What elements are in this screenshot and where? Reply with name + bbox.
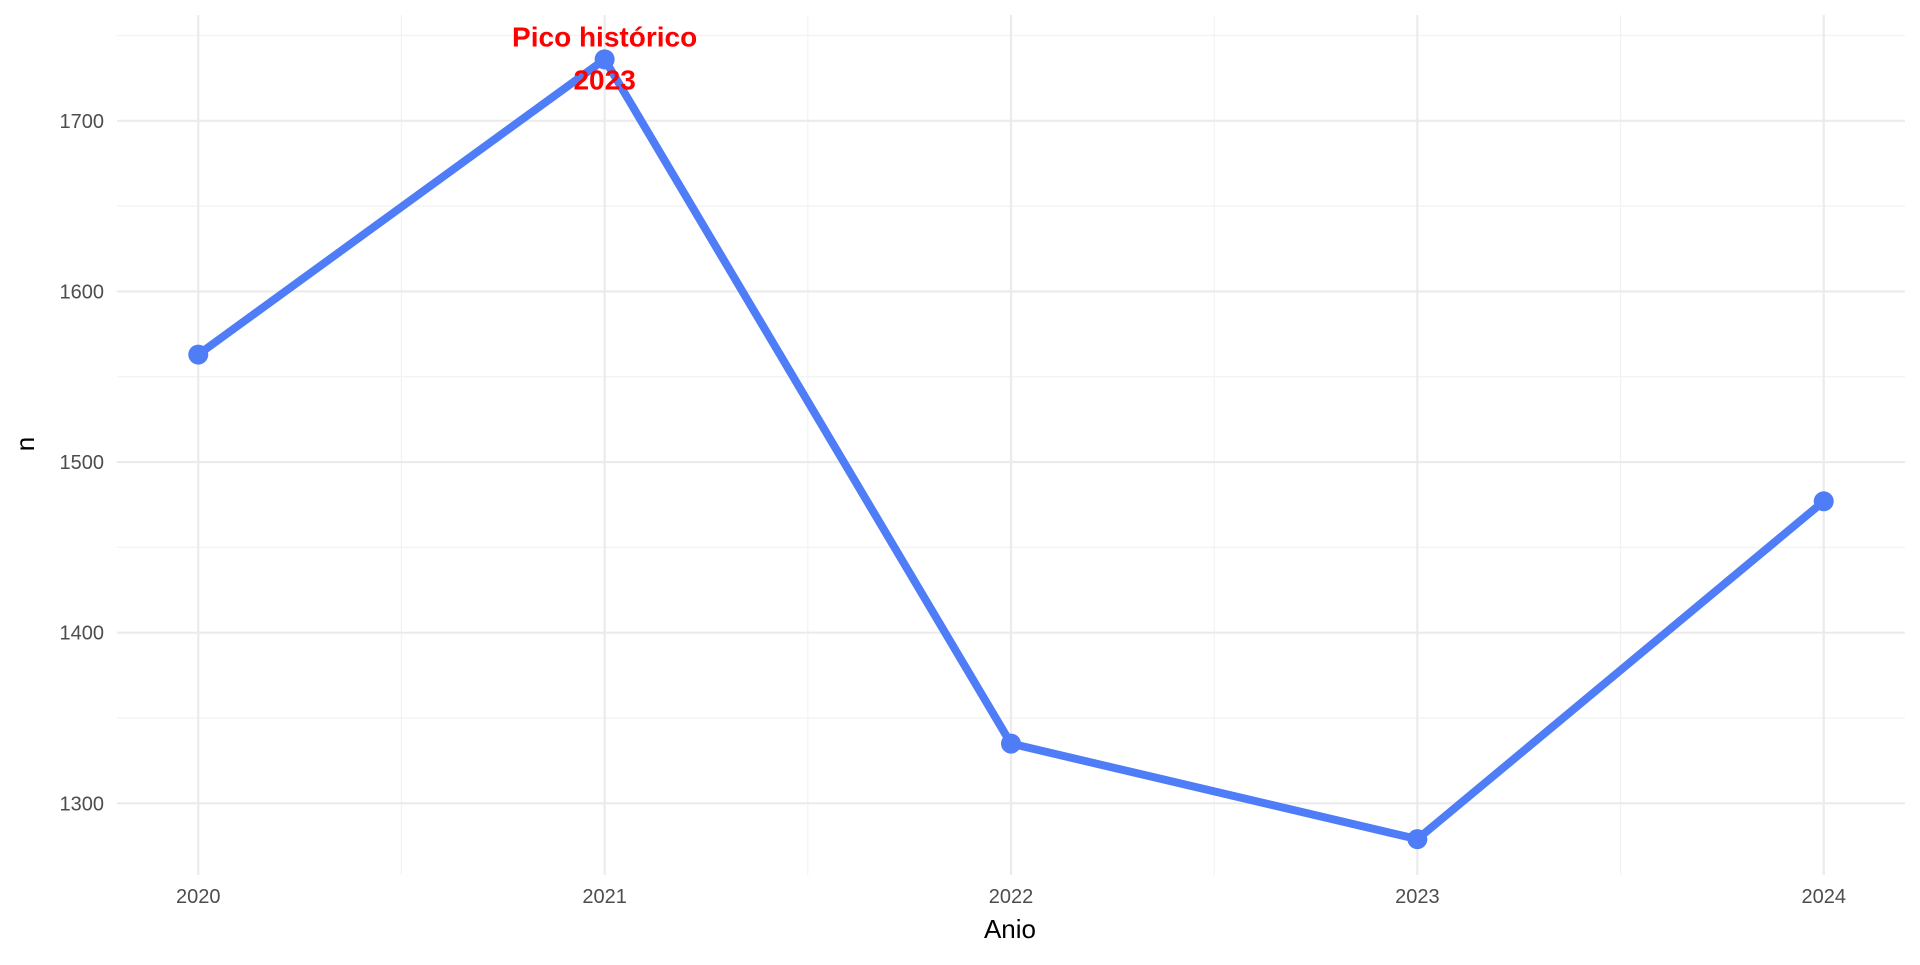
data-point [594,49,615,70]
data-point [1813,491,1834,512]
x-tick-label: 2021 [582,886,627,908]
data-point [188,344,209,365]
y-axis-title: n [10,437,40,451]
series-layer [188,49,1834,850]
x-tick-label: 2022 [989,886,1034,908]
annotation-layer: Pico histórico 2023 [512,21,697,95]
peak-annotation-text: 2023 [573,64,635,95]
tick-labels: 1300 1400 1500 1600 1700 2020 2021 2022 2023 2024 [60,111,1846,908]
peak-annotation-text: Pico histórico [512,21,697,52]
data-point [1407,829,1428,850]
x-tick-label: 2023 [1395,886,1440,908]
x-axis-title: Anio [984,914,1036,944]
x-tick-label: 2020 [176,886,221,908]
x-tick-label: 2024 [1801,886,1846,908]
y-tick-label: 1700 [60,111,105,133]
y-tick-label: 1500 [60,452,105,474]
data-point [1001,733,1021,754]
y-tick-label: 1400 [60,623,105,645]
y-tick-label: 1300 [60,793,105,815]
grid-layer [117,15,1905,875]
y-tick-label: 1600 [60,281,105,303]
